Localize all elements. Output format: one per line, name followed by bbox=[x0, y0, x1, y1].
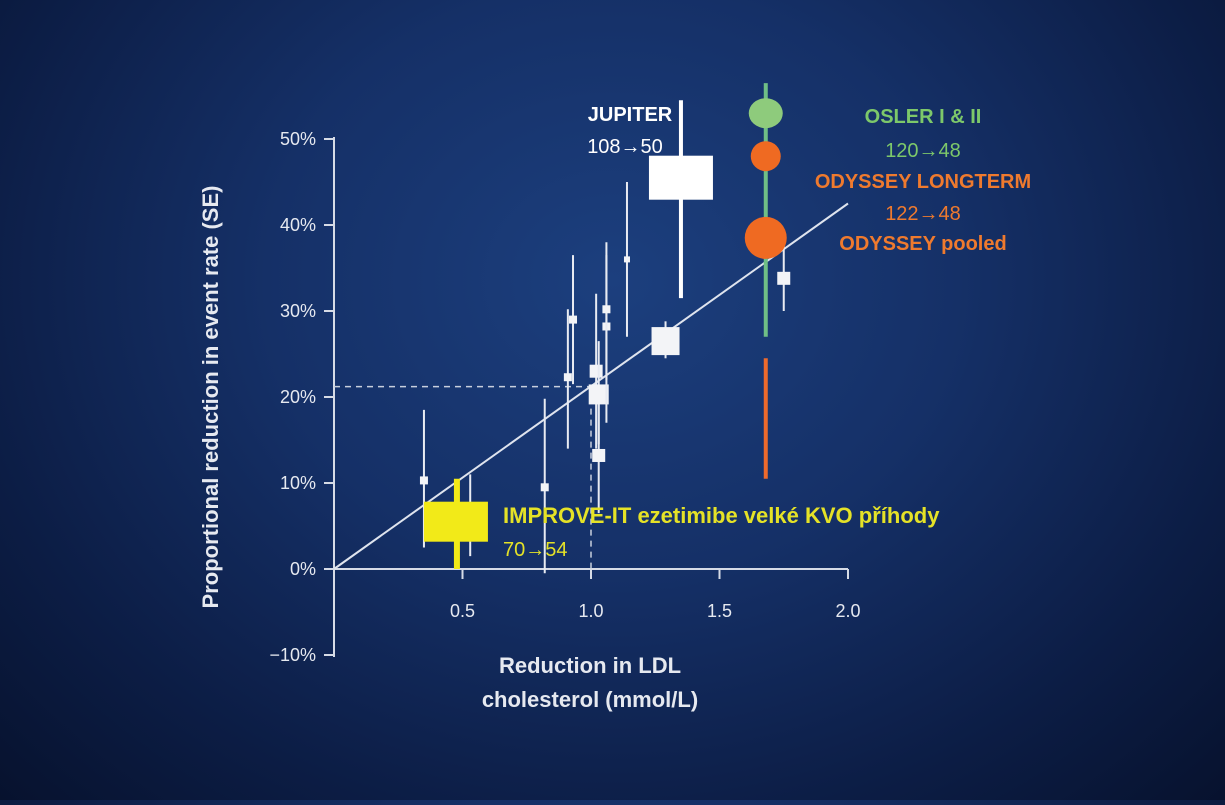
x-axis-title-line: cholesterol (mmol/L) bbox=[482, 687, 698, 712]
trial-point bbox=[540, 483, 549, 492]
trial-point bbox=[777, 271, 791, 285]
trial-point bbox=[592, 448, 606, 462]
y-tick-label: −10% bbox=[269, 645, 316, 665]
improve-it-label: IMPROVE-IT ezetimibe velké KVO příhody bbox=[503, 503, 940, 528]
jupiter-marker bbox=[648, 155, 713, 200]
trial-point bbox=[419, 476, 428, 485]
osler-marker bbox=[748, 98, 783, 129]
trial-point bbox=[651, 327, 680, 356]
x-axis-title-line: Reduction in LDL bbox=[499, 653, 681, 678]
trial-point bbox=[602, 305, 611, 314]
x-tick-label: 2.0 bbox=[835, 601, 860, 621]
odyssey-longterm-label: ODYSSEY LONGTERM bbox=[815, 171, 1031, 193]
jupiter-label: JUPITER bbox=[588, 104, 673, 126]
y-axis-title: Proportional reduction in event rate (SE… bbox=[198, 186, 223, 609]
x-tick-label: 1.5 bbox=[707, 601, 732, 621]
improve-it-detail: 70→54 bbox=[503, 539, 568, 561]
trial-point bbox=[588, 384, 609, 405]
trial-point bbox=[589, 364, 603, 378]
odyssey-pooled-label: ODYSSEY pooled bbox=[839, 233, 1006, 255]
y-tick-label: 40% bbox=[280, 215, 316, 235]
trial-point bbox=[563, 373, 572, 382]
x-tick-label: 0.5 bbox=[450, 601, 475, 621]
trial-point bbox=[569, 315, 578, 324]
improve-it-marker bbox=[423, 501, 488, 542]
y-tick-label: 0% bbox=[290, 559, 316, 579]
y-tick-label: 20% bbox=[280, 387, 316, 407]
odyssey-longterm-detail: 122→48 bbox=[885, 203, 961, 225]
odyssey-pooled-marker bbox=[744, 216, 787, 259]
trial-point bbox=[623, 256, 630, 263]
odyssey-longterm-marker bbox=[750, 141, 781, 172]
y-tick-label: 30% bbox=[280, 301, 316, 321]
osler-detail: 120→48 bbox=[885, 140, 961, 162]
x-tick-label: 1.0 bbox=[578, 601, 603, 621]
osler-label: OSLER I & II bbox=[865, 106, 982, 128]
jupiter-detail: 108→50 bbox=[587, 136, 663, 158]
y-tick-label: 50% bbox=[280, 129, 316, 149]
y-tick-label: 10% bbox=[280, 473, 316, 493]
